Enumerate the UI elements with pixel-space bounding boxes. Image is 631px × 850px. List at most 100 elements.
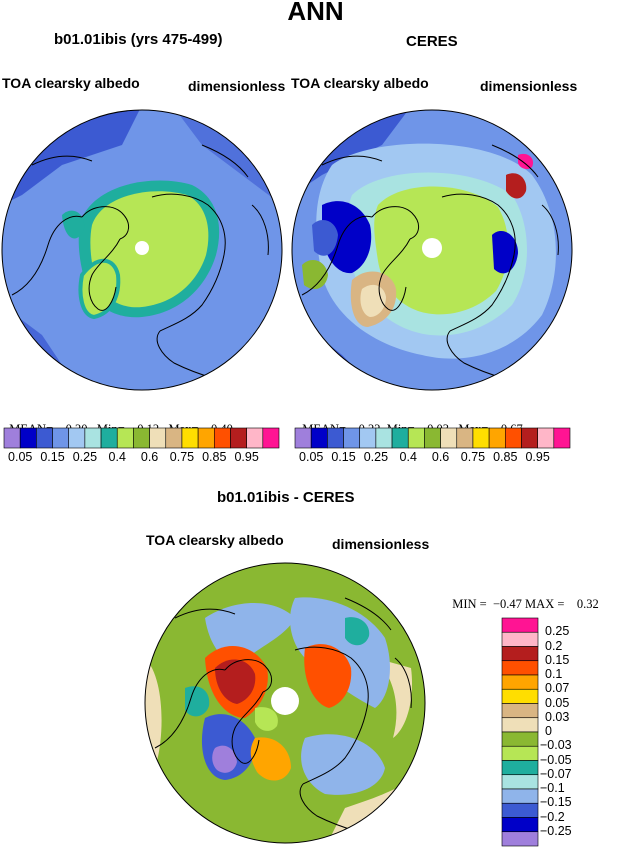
panel1-subtitle: b01.01ibis (yrs 475-499)	[54, 31, 223, 48]
colorbar-difference-tick-label: −0.15	[540, 795, 572, 810]
panel2-variable-label: TOA clearsky albedo	[291, 75, 429, 91]
colorbar-ceres-swatch	[407, 427, 425, 449]
colorbar-difference-tick-label: −0.2	[540, 809, 565, 824]
panel1-units-label: dimensionless	[188, 78, 286, 94]
colorbar-ceres-swatch	[424, 427, 441, 449]
diff-min-value: −0.47	[492, 597, 522, 611]
colorbar-difference	[501, 617, 539, 847]
colorbar-difference-tick-label: 0.15	[545, 652, 570, 667]
colorbar-difference-swatch	[501, 731, 539, 747]
colorbar-difference-swatch	[501, 703, 539, 719]
colorbar-difference-swatch	[501, 688, 539, 704]
colorbar-difference-swatch	[501, 817, 539, 833]
colorbar-model-swatch	[197, 427, 215, 449]
colorbar-ceres-tick-label: 0.95	[525, 450, 550, 464]
colorbar-difference-tick-label: 0.1	[545, 667, 563, 681]
colorbar-ceres-tick-label: 0.4	[399, 450, 417, 464]
colorbar-ceres-swatch	[327, 427, 344, 449]
colorbar-difference-tick-label: 0.25	[545, 624, 570, 639]
colorbar-difference-swatch	[501, 802, 539, 818]
colorbar-model-ticks: 0.05 0.15 0.25 0.4 0.6 0.75 0.85 0.95	[4, 450, 279, 466]
colorbar-ceres-tick-label: 0.75	[460, 450, 486, 464]
colorbar-ceres-swatch	[343, 427, 361, 449]
colorbar-difference-swatch	[501, 745, 539, 761]
colorbar-model-swatch	[19, 427, 37, 449]
colorbar-model-tick-label: 0.75	[169, 450, 195, 464]
colorbar-model-tick-label: 0.05	[8, 450, 33, 464]
colorbar-model-swatch	[181, 427, 199, 449]
colorbar-difference-swatch	[501, 788, 539, 804]
colorbar-model-swatch	[262, 427, 280, 449]
colorbar-ceres-swatch	[472, 427, 490, 449]
colorbar-ceres-swatch	[553, 427, 571, 449]
colorbar-ceres-swatch	[310, 427, 328, 449]
diff-min-label: MIN =	[452, 597, 487, 611]
colorbar-ceres-swatch	[359, 427, 377, 449]
colorbar-model-swatch	[36, 427, 53, 449]
colorbar-difference-swatch	[501, 631, 539, 647]
colorbar-difference-swatch	[501, 660, 539, 676]
colorbar-ceres-tick-label: 0.15	[331, 450, 356, 464]
colorbar-model-tick-label: 0.6	[140, 450, 159, 464]
colorbar-model-swatch	[68, 427, 86, 449]
colorbar-model-swatch	[165, 427, 183, 449]
colorbar-ceres-swatch	[391, 427, 409, 449]
colorbar-difference-tick-label: −0.07	[540, 766, 572, 781]
colorbar-difference-tick-label: 0	[545, 724, 552, 738]
colorbar-model-tick-label: 0.15	[40, 450, 65, 464]
colorbar-ceres-swatch	[456, 427, 474, 449]
colorbar-model-swatch	[213, 427, 231, 449]
colorbar-ceres-tick-label: 0.25	[363, 450, 389, 464]
difference-polar-map	[144, 562, 426, 844]
colorbar-ceres-swatch	[488, 427, 506, 449]
colorbar-difference-swatch	[501, 617, 539, 633]
colorbar-model-swatch	[230, 427, 247, 449]
colorbar-ceres	[294, 427, 571, 449]
colorbar-model-swatch	[116, 427, 134, 449]
diff-max-value: 0.32	[576, 597, 599, 611]
colorbar-difference-tick-label: −0.25	[540, 823, 572, 838]
colorbar-difference-swatch	[501, 674, 539, 690]
colorbar-difference-tick-label: −0.05	[540, 752, 572, 767]
diff-minmax: MIN = −0.47 MAX = 0.32	[446, 582, 599, 612]
colorbar-ceres-swatch	[440, 427, 458, 449]
diff-units-label: dimensionless	[332, 536, 430, 552]
colorbar-difference-ticks: 0.25 0.2 0.15 0.1 0.07 0.05 0.03 0 −0.03 −0.05 −0.…	[540, 618, 610, 846]
colorbar-difference-tick-label: 0.05	[545, 695, 570, 710]
colorbar-ceres-tick-label: 0.05	[299, 450, 324, 464]
colorbar-model-swatch	[52, 427, 70, 449]
colorbar-difference-tick-label: 0.2	[545, 638, 563, 653]
colorbar-model-swatch	[246, 427, 264, 449]
colorbar-ceres-swatch	[375, 427, 393, 449]
colorbar-model-swatch	[149, 427, 167, 449]
colorbar-model-tick-label: 0.95	[234, 450, 259, 464]
colorbar-difference-swatch	[501, 646, 539, 662]
colorbar-ceres-swatch	[294, 427, 312, 449]
panel1-variable-label: TOA clearsky albedo	[2, 75, 140, 91]
colorbar-difference-swatch	[501, 717, 539, 733]
colorbar-ceres-swatch	[521, 427, 538, 449]
panel2-units-label: dimensionless	[480, 78, 578, 94]
colorbar-difference-swatch	[501, 760, 539, 776]
colorbar-ceres-tick-label: 0.85	[493, 450, 518, 464]
diff-max-label: MAX =	[525, 597, 565, 611]
colorbar-model-swatch	[100, 427, 118, 449]
model-polar-map	[1, 109, 283, 391]
colorbar-model	[3, 427, 280, 449]
colorbar-difference-swatch	[501, 774, 539, 790]
ceres-polar-map	[291, 109, 573, 391]
colorbar-model-swatch	[3, 427, 21, 449]
colorbar-model-tick-label: 0.85	[202, 450, 227, 464]
page-title: ANN	[287, 0, 344, 26]
colorbar-model-swatch	[133, 427, 150, 449]
colorbar-ceres-ticks: 0.05 0.15 0.25 0.4 0.6 0.75 0.85 0.95	[295, 450, 570, 466]
colorbar-ceres-swatch	[504, 427, 522, 449]
diff-variable-label: TOA clearsky albedo	[146, 532, 284, 548]
colorbar-model-tick-label: 0.4	[108, 450, 126, 464]
colorbar-difference-tick-label: 0.07	[545, 681, 570, 696]
colorbar-difference-tick-label: 0.03	[545, 709, 570, 724]
diff-title: b01.01ibis - CERES	[217, 489, 355, 506]
colorbar-difference-swatch	[501, 831, 539, 847]
colorbar-ceres-swatch	[537, 427, 555, 449]
colorbar-ceres-tick-label: 0.6	[431, 450, 450, 464]
